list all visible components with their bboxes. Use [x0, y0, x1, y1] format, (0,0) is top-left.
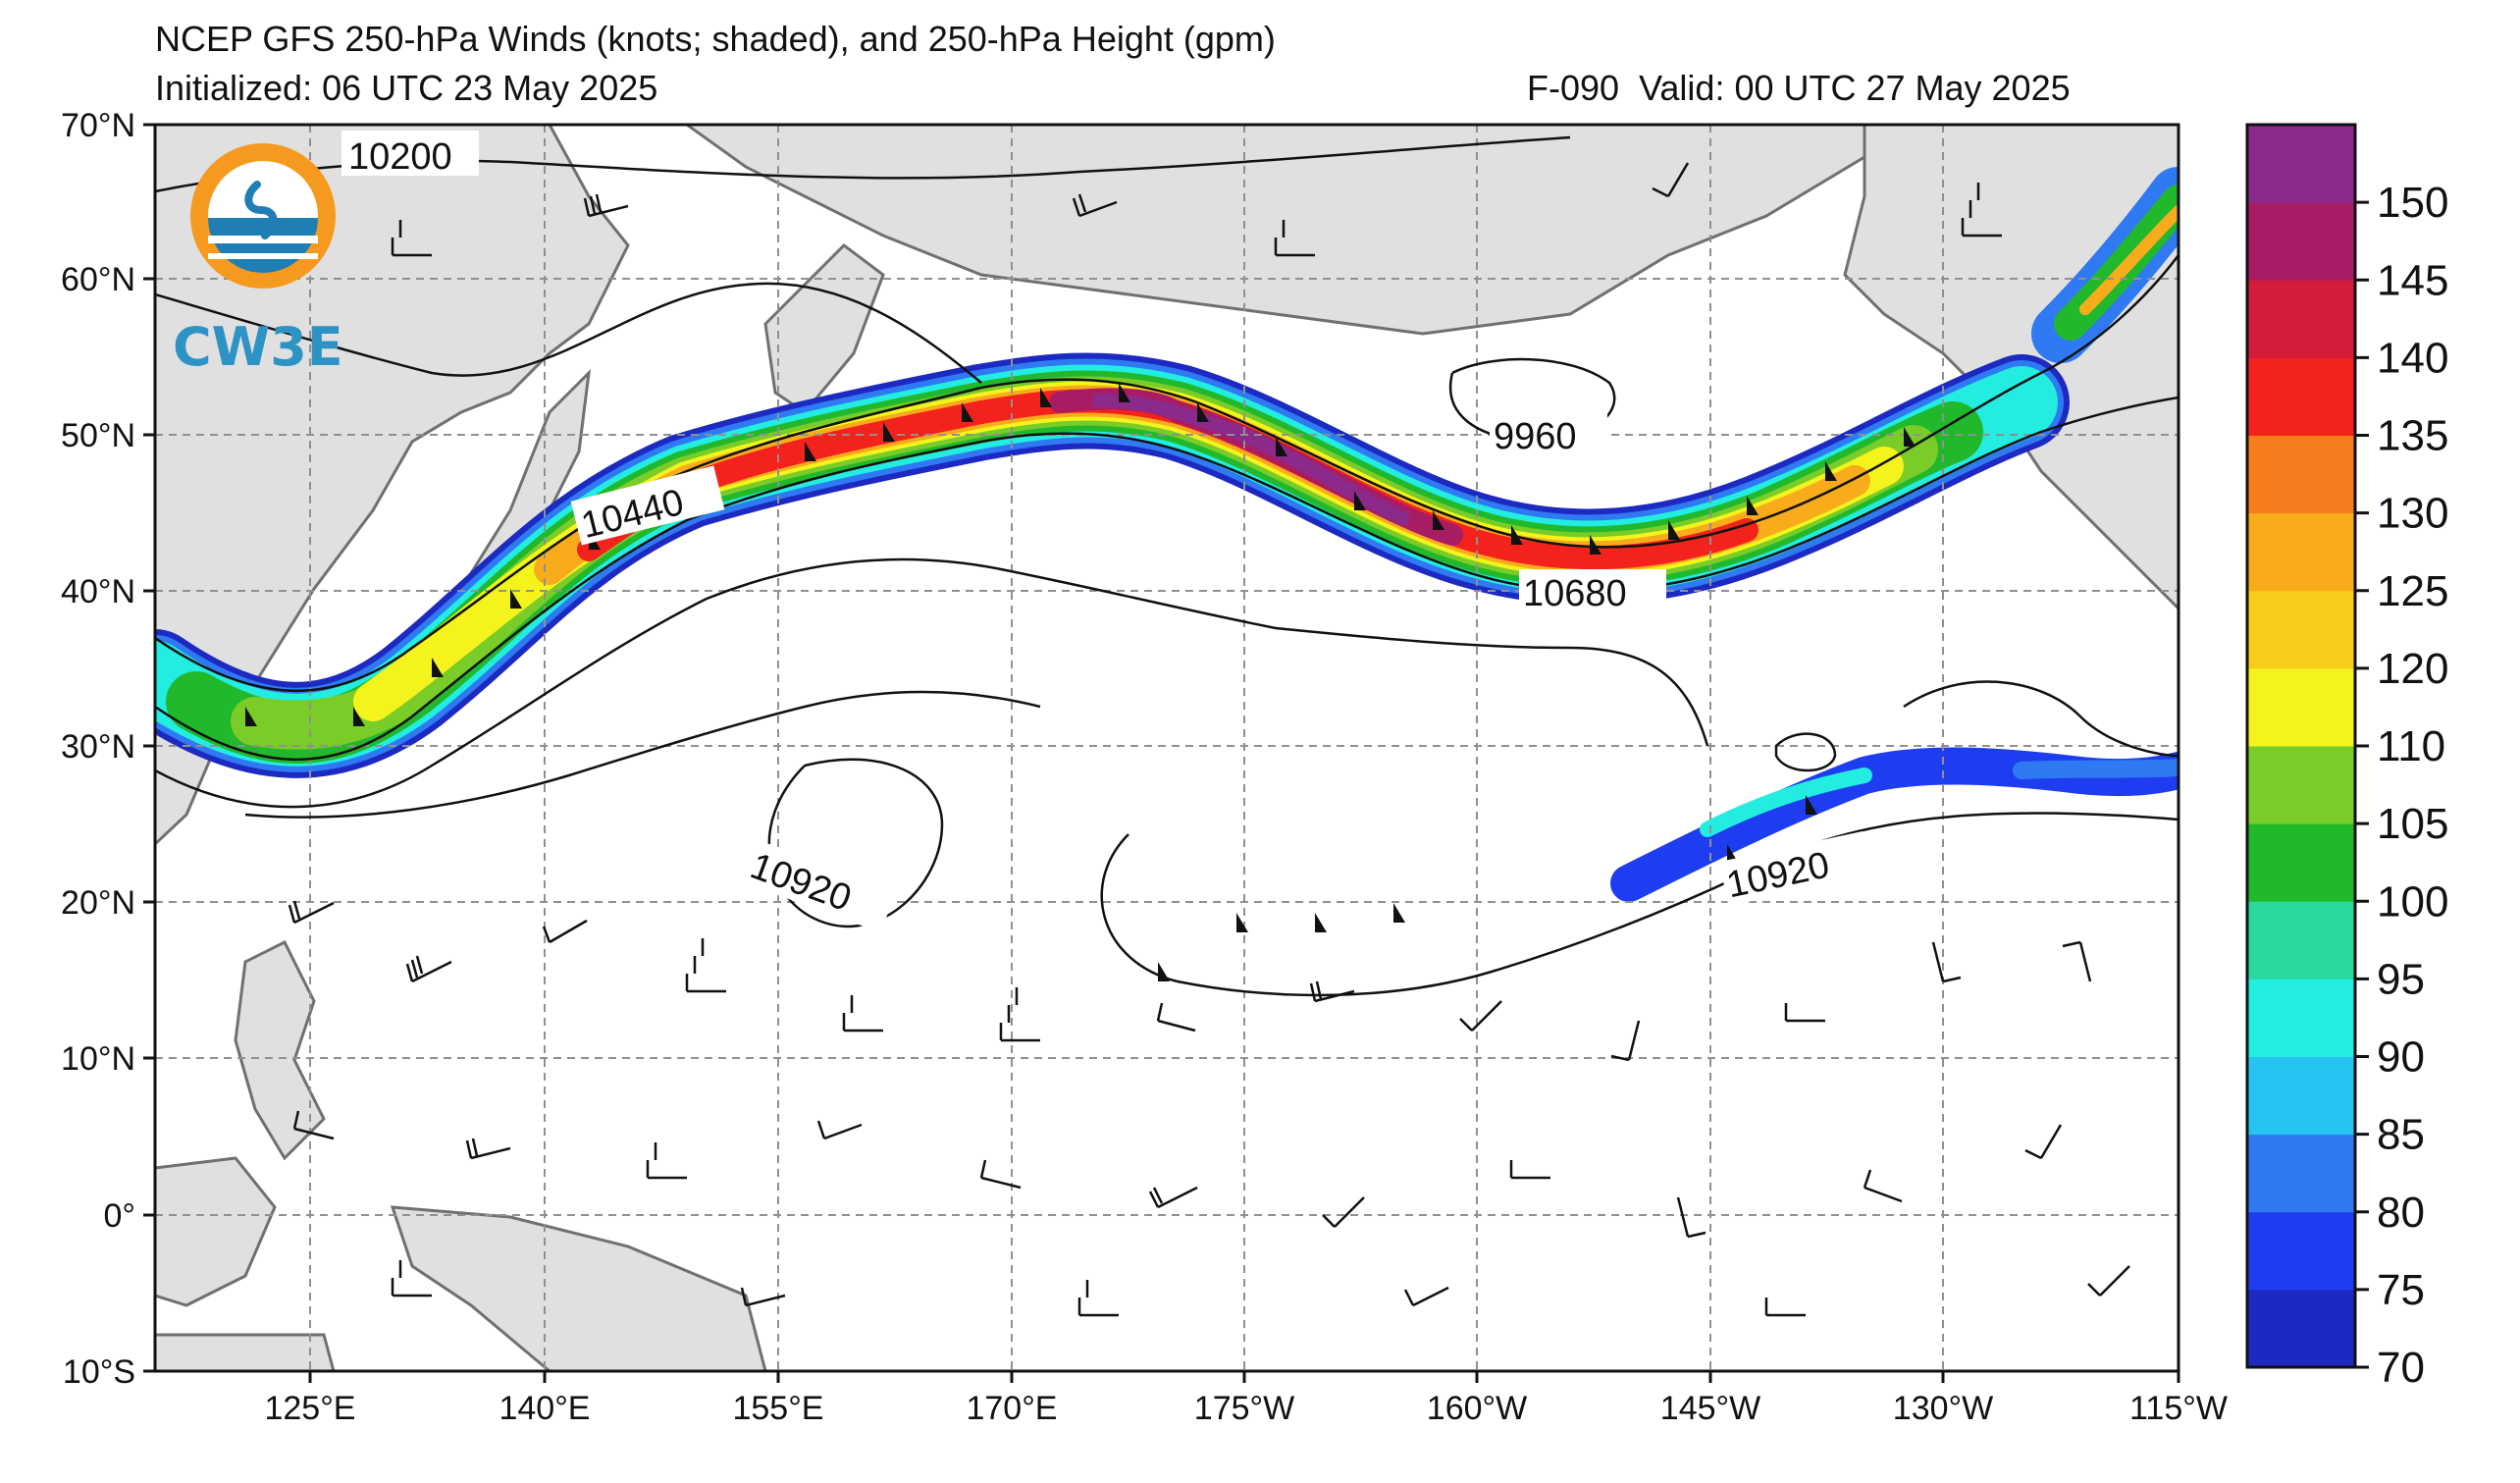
map-title: NCEP GFS 250-hPa Winds (knots; shaded), …	[155, 19, 1276, 59]
colorbar-swatch	[2247, 512, 2355, 592]
lat-label: 10°N	[61, 1040, 135, 1078]
colorbar-swatch	[2247, 823, 2355, 902]
lightning-icon	[244, 181, 278, 239]
colorbar-label: 135	[2377, 412, 2448, 460]
lat-label: 30°N	[61, 728, 135, 766]
latitude-axis	[143, 123, 155, 1373]
longitude-labels: 125°E 140°E 155°E 170°E 175°W 160°W 145°…	[264, 1390, 2227, 1427]
lon-label: 130°W	[1893, 1390, 1993, 1427]
colorbar-swatch	[2247, 1134, 2355, 1213]
valid-time-group: F-090 Valid: 00 UTC 27 May 2025	[1527, 69, 2071, 108]
lat-label: 40°N	[61, 573, 135, 610]
colorbar-label: 125	[2377, 567, 2448, 615]
wind-pennants	[245, 383, 1916, 981]
colorbar-swatch	[2247, 280, 2355, 358]
height-contours	[155, 135, 2179, 997]
logo-text: CW3E	[173, 316, 343, 378]
cw3e-logo: CW3E	[173, 143, 343, 378]
grid-lines	[155, 125, 2179, 1371]
plot-frame	[153, 123, 2180, 1373]
colorbar-swatch	[2247, 901, 2355, 980]
lat-label: 60°N	[61, 261, 135, 298]
colorbar-label: 105	[2377, 800, 2448, 848]
lon-label: 125°E	[264, 1390, 355, 1427]
colorbar-label: 95	[2377, 955, 2425, 1003]
lon-label: 170°E	[966, 1390, 1057, 1427]
lon-label: 175°W	[1194, 1390, 1294, 1427]
colorbar-swatch	[2247, 202, 2355, 281]
lat-label: 20°N	[61, 884, 135, 922]
latitude-labels: 70°N 60°N 50°N 40°N 30°N 20°N 10°N 0° 10…	[61, 107, 135, 1391]
colorbar-label: 75	[2377, 1266, 2425, 1314]
contour-label-10200: 10200	[348, 136, 452, 178]
colorbar-swatch	[2247, 590, 2355, 669]
contour-label-group: 10200 10440 9960 10680 10920 10920	[341, 131, 1873, 933]
colorbar-label: 85	[2377, 1111, 2425, 1159]
colorbar-label: 130	[2377, 490, 2448, 538]
wind-barbs	[288, 162, 2130, 1317]
colorbar-swatch	[2247, 1056, 2355, 1136]
initialized-time: Initialized: 06 UTC 23 May 2025	[155, 68, 658, 108]
colorbar: 70 75 80 85 90 95 100 105 110 120 125 130 135 140 145 1…	[2245, 123, 2448, 1392]
colorbar-label: 80	[2377, 1189, 2425, 1237]
lat-label: 50°N	[61, 417, 135, 454]
forecast-hour: F-090	[1527, 68, 1620, 108]
lon-label: 115°W	[2129, 1390, 2228, 1427]
contour-label-10680: 10680	[1523, 573, 1627, 614]
lat-label: 0°	[103, 1197, 135, 1235]
wind-speed-shading	[155, 167, 2179, 902]
contour-label-9960: 9960	[1494, 416, 1577, 457]
lon-label: 140°E	[499, 1390, 590, 1427]
colorbar-swatch	[2247, 979, 2355, 1057]
lat-label: 70°N	[61, 107, 135, 144]
colorbar-label: 110	[2377, 722, 2445, 770]
colorbar-swatch	[2247, 667, 2355, 747]
lon-label: 160°W	[1427, 1390, 1527, 1427]
colorbar-label: 90	[2377, 1033, 2425, 1082]
colorbar-label: 70	[2377, 1344, 2425, 1392]
colorbar-swatch	[2247, 746, 2355, 824]
longitude-axis	[308, 1371, 2180, 1383]
lon-label: 155°E	[732, 1390, 823, 1427]
lat-label: 10°S	[63, 1353, 135, 1391]
lon-label: 145°W	[1660, 1390, 1760, 1427]
valid-time: Valid: 00 UTC 27 May 2025	[1639, 68, 2071, 108]
colorbar-swatch	[2247, 357, 2355, 436]
colorbar-label: 140	[2377, 334, 2448, 382]
colorbar-label: 100	[2377, 877, 2448, 926]
colorbar-label: 120	[2377, 645, 2448, 693]
colorbar-swatch	[2247, 1211, 2355, 1291]
colorbar-swatch	[2247, 125, 2355, 203]
colorbar-swatch	[2247, 435, 2355, 514]
colorbar-swatch	[2247, 1289, 2355, 1368]
colorbar-label: 150	[2377, 179, 2448, 227]
colorbar-label: 145	[2377, 256, 2448, 304]
